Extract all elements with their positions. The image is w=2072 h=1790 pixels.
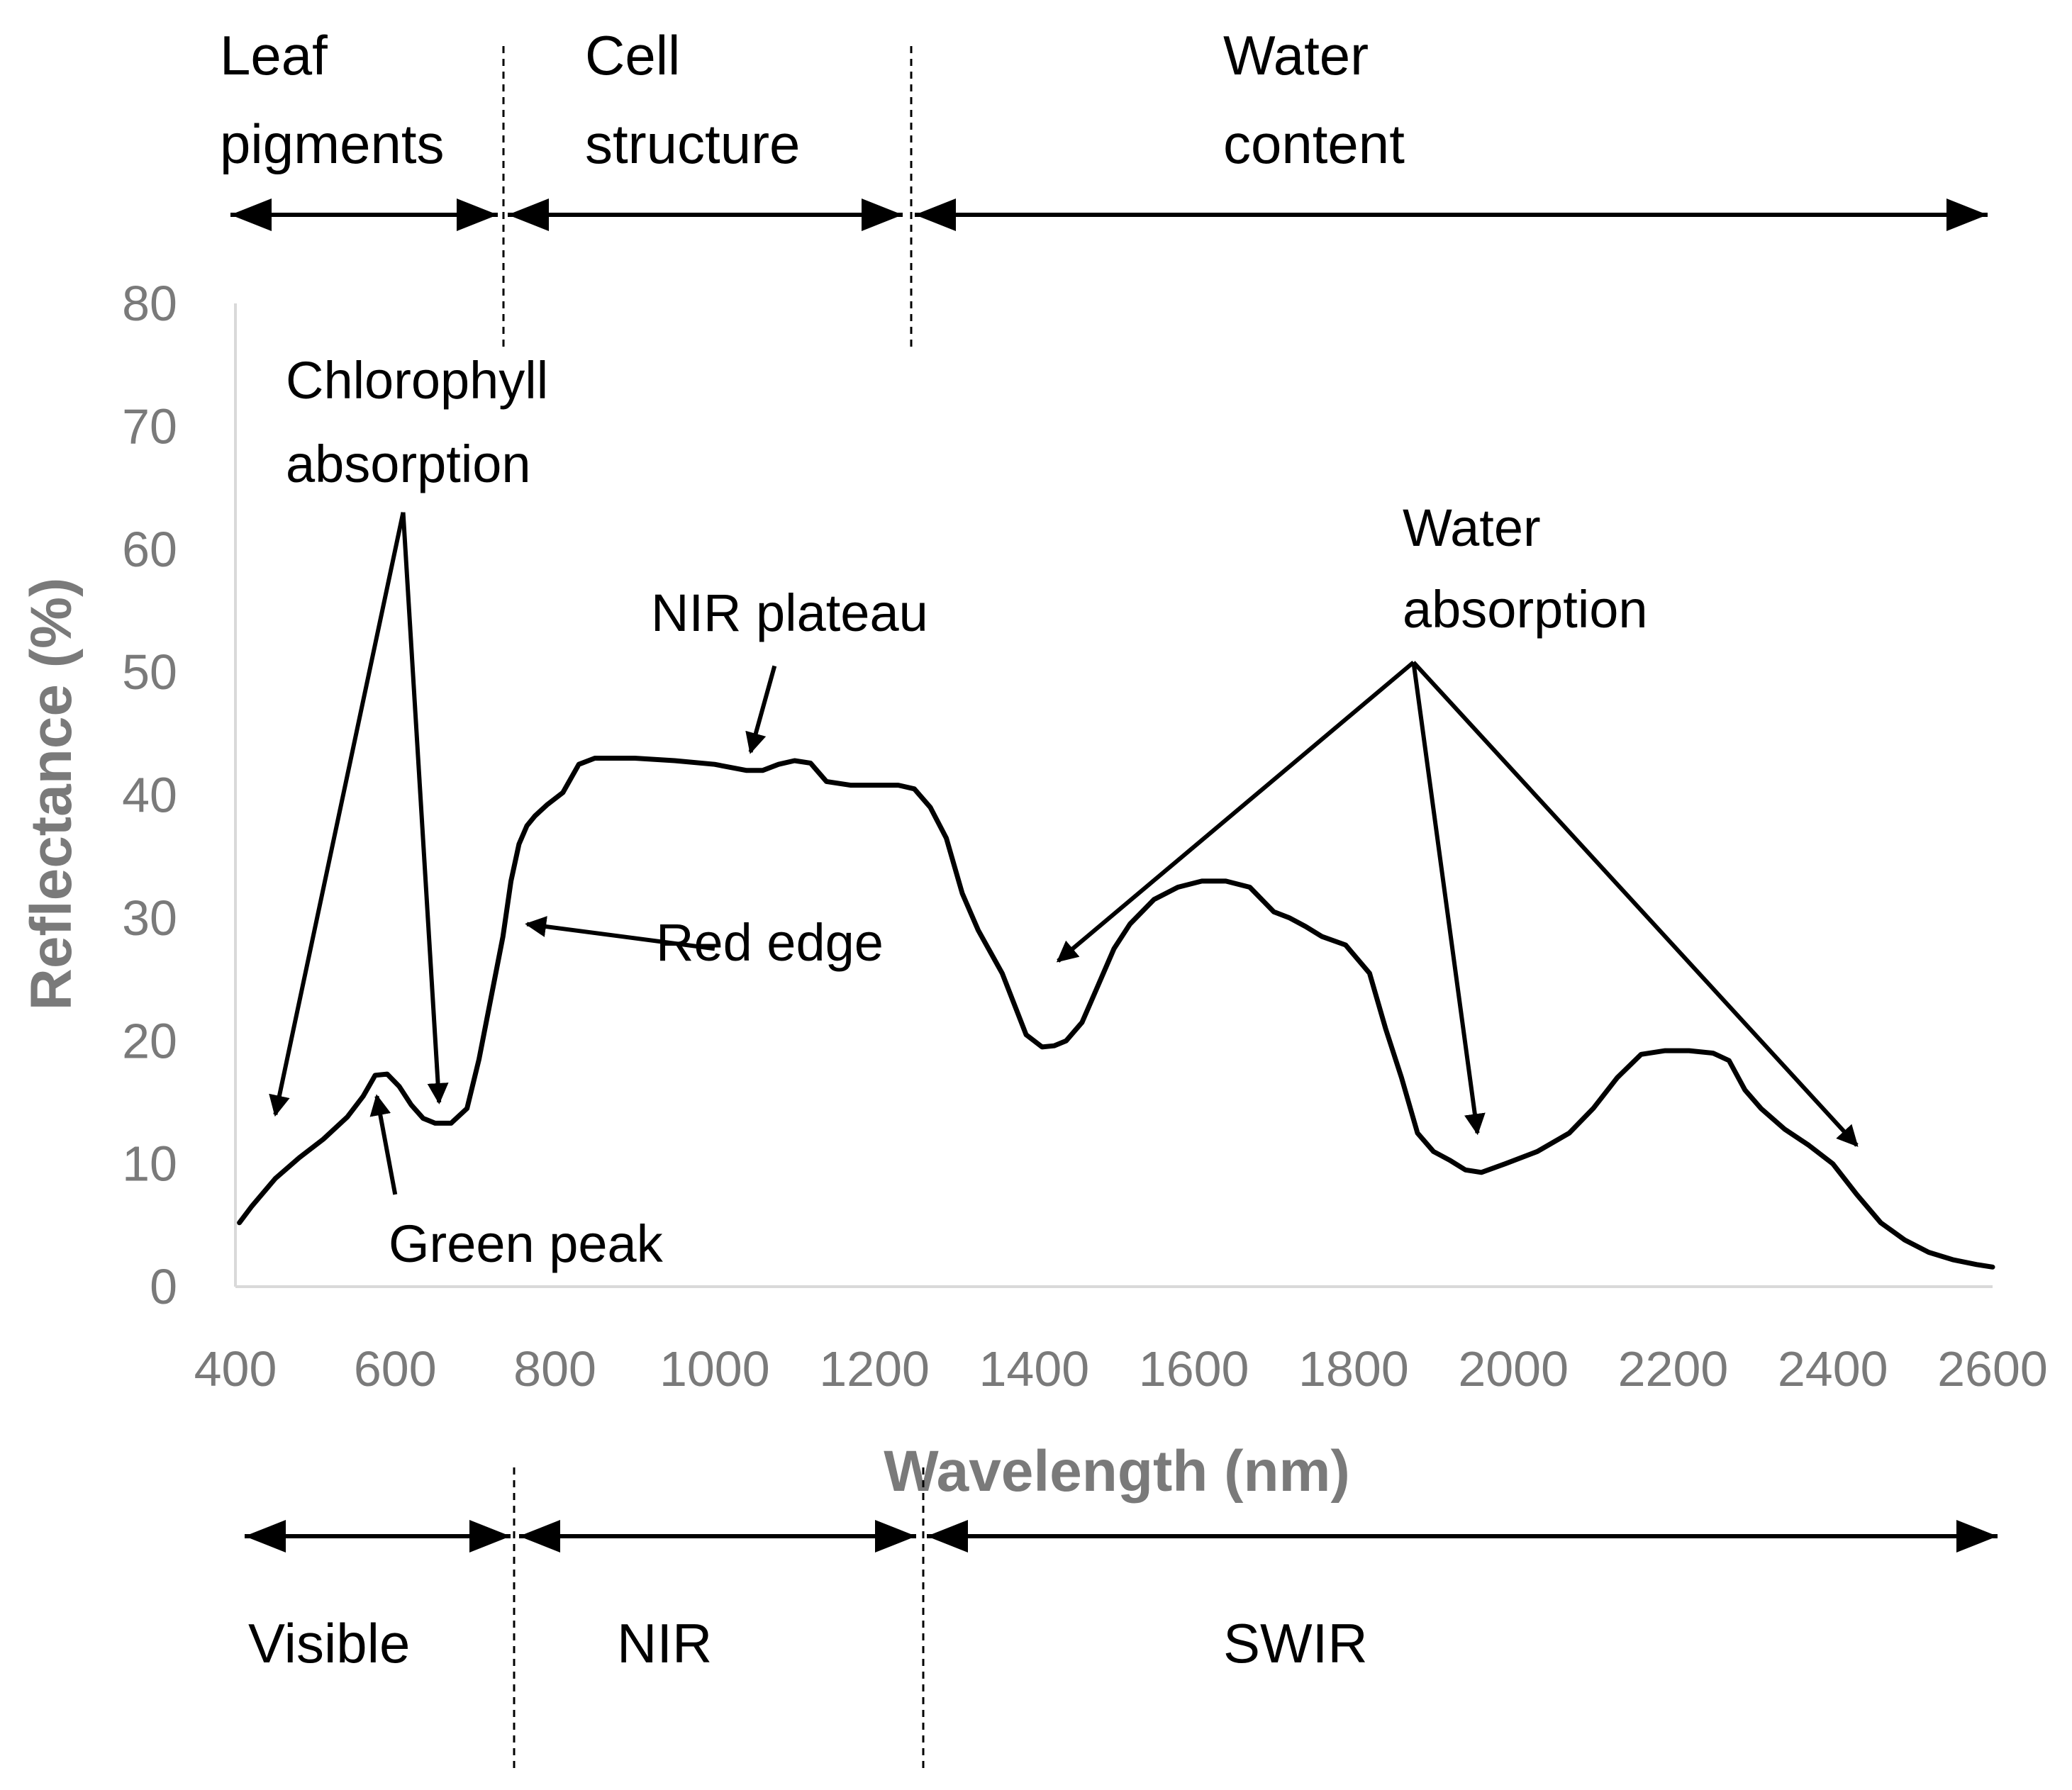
bottom-region-arrow-2-head-left xyxy=(519,1520,560,1553)
annotation-arrow-water-absorption-3 xyxy=(1412,661,1859,1147)
bottom-region-label-swir: SWIR xyxy=(1223,1612,1368,1674)
annotation-chlorophyll-line2: absorption xyxy=(286,435,531,493)
x-tick-label: 400 xyxy=(194,1341,277,1397)
top-region-arrows xyxy=(230,198,1988,231)
annotation-chlorophyll-line1: Chlorophyll xyxy=(286,351,548,410)
top-region-label-water-line2: content xyxy=(1223,113,1405,175)
y-tick-label: 60 xyxy=(122,522,177,577)
y-tick-label: 0 xyxy=(150,1259,177,1314)
annotation-nir-plateau: NIR plateau xyxy=(651,583,928,642)
annotation-water-absorption-line1: Water xyxy=(1403,498,1541,557)
y-tick-labels: 0 10 20 30 40 50 60 70 80 xyxy=(122,276,177,1314)
bottom-region-label-visible: Visible xyxy=(248,1612,410,1674)
y-tick-label: 10 xyxy=(122,1136,177,1192)
y-tick-label: 80 xyxy=(122,276,177,331)
top-region-label-water-line1: Water xyxy=(1223,24,1369,86)
x-tick-label: 2400 xyxy=(1778,1341,1888,1397)
bottom-region-label-nir: NIR xyxy=(617,1612,712,1674)
top-region-label-cell-line2: structure xyxy=(585,113,800,175)
bottom-region-arrow-3-head-left xyxy=(927,1520,968,1553)
top-region-arrow-1-head-left xyxy=(230,198,272,231)
x-tick-label: 1600 xyxy=(1139,1341,1249,1397)
y-tick-label: 20 xyxy=(122,1013,177,1068)
x-tick-label: 1800 xyxy=(1298,1341,1409,1397)
top-region-label-leaf-line2: pigments xyxy=(220,113,445,175)
annotation-green-peak: Green peak xyxy=(389,1214,664,1273)
annotation-arrow-water-absorption-2 xyxy=(1411,661,1486,1136)
annotation-water-absorption-line2: absorption xyxy=(1403,580,1648,639)
y-axis-title: Reflectance (%) xyxy=(19,578,84,1011)
top-region-arrow-3-head-right xyxy=(1946,198,1988,231)
x-tick-label: 600 xyxy=(354,1341,437,1397)
x-tick-label: 800 xyxy=(513,1341,596,1397)
x-tick-label: 2600 xyxy=(1937,1341,2048,1397)
bottom-region-arrows xyxy=(245,1520,1998,1553)
y-tick-label: 70 xyxy=(122,398,177,454)
y-tick-label: 30 xyxy=(122,890,177,946)
y-tick-label: 40 xyxy=(122,768,177,823)
annotation-arrows xyxy=(269,512,1859,1195)
top-region-label-leaf-line1: Leaf xyxy=(220,24,328,86)
annotation-red-edge: Red edge xyxy=(656,913,884,972)
top-region-arrow-2-head-left xyxy=(508,198,549,231)
x-tick-label: 1400 xyxy=(979,1341,1089,1397)
annotation-arrow-chlorophyll-2 xyxy=(401,512,449,1104)
bottom-region-arrow-3-head-right xyxy=(1956,1520,1998,1553)
reflectance-series-line xyxy=(237,756,1995,1270)
y-tick-label: 50 xyxy=(122,644,177,700)
bottom-region-arrow-1-head-left xyxy=(245,1520,286,1553)
top-region-arrow-1-head-right xyxy=(457,198,498,231)
x-tick-label: 2000 xyxy=(1458,1341,1569,1397)
x-tick-labels: 400 600 800 1000 1200 1400 1600 1800 2000 2200 240… xyxy=(194,1341,2048,1397)
annotation-arrow-green-peak-1 xyxy=(369,1094,398,1195)
annotation-arrow-red-edge-1 xyxy=(525,916,715,951)
top-region-arrow-2-head-right xyxy=(862,198,903,231)
top-region-arrow-3-head-left xyxy=(915,198,956,231)
annotation-arrow-chlorophyll-1 xyxy=(269,512,406,1117)
top-region-label-cell-line1: Cell xyxy=(585,24,680,86)
x-axis-title: Wavelength (nm) xyxy=(884,1439,1350,1504)
x-tick-label: 2200 xyxy=(1618,1341,1729,1397)
x-tick-label: 1000 xyxy=(659,1341,770,1397)
bottom-region-arrow-1-head-right xyxy=(469,1520,511,1553)
annotation-arrow-water-absorption-1 xyxy=(1056,660,1415,963)
bottom-region-arrow-2-head-right xyxy=(875,1520,916,1553)
x-tick-label: 1200 xyxy=(819,1341,930,1397)
annotation-arrow-nir-plateau-1 xyxy=(745,665,777,754)
